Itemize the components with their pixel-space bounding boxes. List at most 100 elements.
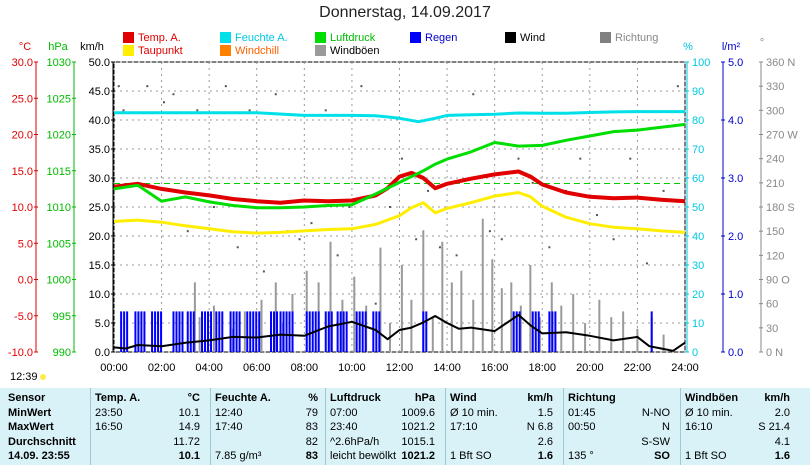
- tick-wind_kmh: 45.0: [89, 86, 110, 98]
- table-cell: 11.72: [173, 435, 200, 448]
- table-cell: SO: [654, 450, 670, 462]
- table-header: Wind: [450, 392, 477, 404]
- direction-point: [374, 302, 377, 305]
- tick-pressure_hpa: 1010: [47, 202, 71, 214]
- table-header: °C: [187, 392, 200, 404]
- legend-item: Wind: [505, 32, 545, 44]
- tick-humidity_pct: 60: [692, 173, 704, 185]
- table-cell: N 6.8: [526, 421, 553, 433]
- legend-label: Taupunkt: [138, 45, 183, 57]
- unit-temp: °C: [19, 41, 31, 53]
- tick-wind_kmh: 20.0: [89, 231, 110, 243]
- direction-point: [212, 206, 215, 208]
- tick-rain_lm2: 3.0: [728, 173, 743, 185]
- table-cell: 16:50: [95, 421, 123, 433]
- legend-swatch: [505, 32, 516, 43]
- direction-point: [122, 109, 125, 112]
- table-header: km/h: [527, 392, 553, 404]
- tick-direction_deg: 270 W: [766, 130, 798, 142]
- direction-point: [224, 85, 227, 88]
- legend-item: Windböen: [315, 45, 380, 57]
- current-time: 12:39: [10, 371, 38, 383]
- legend-swatch: [315, 32, 326, 43]
- tick-humidity_pct: 30: [692, 260, 704, 272]
- table-cell: S 21.4: [758, 421, 790, 433]
- table-header: %: [308, 392, 318, 404]
- tick-wind_kmh: 50.0: [89, 57, 110, 69]
- table-cell: 83: [305, 450, 318, 462]
- table-cell: 79: [305, 406, 318, 419]
- table-cell: Ø 10 min.: [450, 406, 498, 419]
- legend-item: Windchill: [220, 45, 279, 57]
- tick-humidity_pct: 20: [692, 289, 704, 301]
- table-divider: [210, 388, 211, 465]
- tick-direction_deg: 300: [766, 105, 784, 117]
- table-cell: 23:40: [330, 421, 358, 433]
- direction-point: [400, 157, 403, 160]
- direction-point: [310, 222, 313, 225]
- unit-kmh: km/h: [80, 41, 104, 53]
- tick-rain_lm2: 2.0: [728, 231, 743, 243]
- tick-temp_c: 25.0: [12, 93, 33, 105]
- table-cell: 07:00: [330, 406, 358, 419]
- direction-point: [438, 246, 441, 249]
- direction-point: [348, 206, 351, 208]
- tick-humidity_pct: 50: [692, 202, 704, 214]
- legend-label: Feuchte A.: [235, 32, 288, 44]
- table-cell: 14.09. 23:55: [8, 450, 70, 462]
- weather-chart: 30.025.020.015.010.05.00.0-5.0-10.010301…: [8, 37, 798, 374]
- x-tick: 20:00: [576, 362, 604, 374]
- table-cell: 1.6: [537, 450, 553, 462]
- table-cell: 1 Bft SO: [685, 450, 727, 462]
- direction-point: [531, 181, 534, 184]
- direction-point: [472, 93, 475, 96]
- tick-direction_deg: 150: [766, 226, 784, 238]
- table-cell: 10.1: [178, 406, 200, 419]
- direction-point: [517, 157, 520, 160]
- legend-swatch: [220, 32, 231, 43]
- direction-point: [612, 238, 615, 241]
- legend-swatch: [123, 32, 134, 43]
- table-cell: 1021.2: [401, 421, 435, 433]
- tick-temp_c: 15.0: [12, 166, 33, 178]
- table-cell: 12:40: [215, 406, 243, 419]
- tick-pressure_hpa: 1000: [47, 275, 71, 287]
- stats-table: Sensor Temp. A. °C Feuchte A.% Luftdruck hPa W…: [0, 388, 810, 465]
- tick-direction_deg: 120: [766, 250, 784, 262]
- direction-point: [645, 262, 648, 265]
- legend-label: Regen: [425, 32, 458, 44]
- legend-label: Windchill: [235, 45, 280, 57]
- direction-point: [427, 189, 430, 192]
- direction-point: [146, 85, 149, 88]
- x-tick: 10:00: [338, 362, 366, 374]
- tick-rain_lm2: 5.0: [728, 57, 743, 69]
- unit-pct: %: [683, 41, 693, 53]
- legend-label: Richtung: [615, 32, 659, 44]
- table-cell: Ø 10 min.: [685, 406, 733, 419]
- legend-label: Windböen: [330, 45, 380, 57]
- tick-temp_c: 5.0: [18, 238, 33, 250]
- direction-point: [676, 85, 679, 88]
- table-header: Luftdruck: [330, 392, 381, 404]
- direction-point: [629, 157, 632, 160]
- tick-direction_deg: 210: [766, 178, 784, 190]
- legend-swatch: [123, 45, 134, 56]
- tick-humidity_pct: 100: [692, 57, 710, 69]
- tick-direction_deg: 0 N: [766, 347, 783, 359]
- table-cell: 23:50: [95, 406, 123, 419]
- series-luftdruck: [113, 122, 686, 210]
- table-divider: [563, 388, 564, 465]
- chart-title: Donnerstag, 14.09.2017: [319, 4, 491, 21]
- x-tick: 02:00: [148, 362, 176, 374]
- tick-wind_kmh: 0.0: [95, 347, 110, 359]
- tick-humidity_pct: 10: [692, 318, 704, 330]
- tick-pressure_hpa: 995: [53, 311, 71, 323]
- x-tick: 18:00: [528, 362, 556, 374]
- direction-point: [662, 189, 665, 192]
- table-header: Richtung: [568, 392, 616, 404]
- legend-item: Regen: [410, 32, 457, 44]
- table-cell: MaxWert: [8, 421, 54, 433]
- legend-item: Luftdruck: [315, 32, 375, 44]
- x-tick: 14:00: [433, 362, 461, 374]
- x-tick: 00:00: [100, 362, 128, 374]
